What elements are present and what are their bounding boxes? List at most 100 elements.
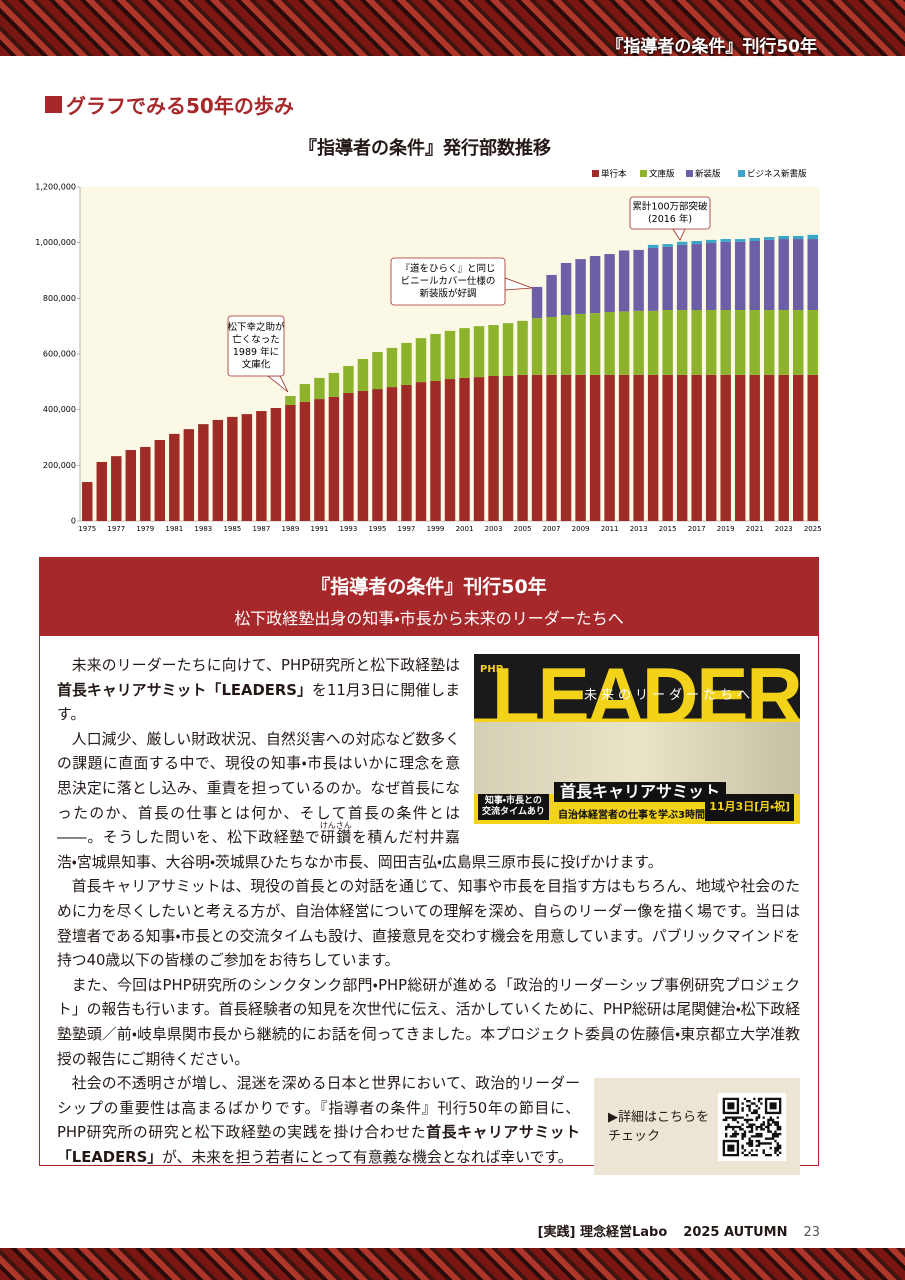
bar-segment	[546, 274, 557, 317]
bar-segment	[357, 359, 369, 392]
callout-text: 『道をひらく』と同じ	[400, 263, 495, 275]
legend-label: 単行本	[601, 169, 627, 180]
x-tick-label: 1991	[310, 525, 328, 533]
bar-segment	[241, 414, 253, 521]
bar-segment	[720, 239, 731, 242]
bar-segment	[604, 374, 615, 521]
poster-tagline: 未来のリーダーたちへ	[584, 688, 755, 703]
cta-line: チェック	[608, 1128, 661, 1144]
bar-segment	[517, 320, 528, 375]
x-tick-label: 2017	[688, 525, 706, 533]
legend-swatch	[686, 170, 693, 177]
bar-segment	[705, 374, 717, 521]
bar-segment	[575, 259, 586, 314]
bar-segment	[749, 240, 760, 311]
section-heading: グラフでみる50年の歩み	[45, 90, 294, 119]
bar-segment	[734, 239, 746, 242]
bar-segment	[807, 234, 818, 240]
legend-swatch	[738, 170, 745, 177]
bar-segment	[560, 315, 572, 375]
bar-segment	[604, 254, 615, 312]
bar-segment	[488, 375, 499, 521]
qr-modules	[722, 1097, 782, 1156]
callout-box	[629, 196, 711, 230]
paragraph: 社会の不透明さが増し、混迷を深める日本と世界において、政治的リーダーシップの重要…	[57, 1072, 800, 1170]
paragraph: 人口減少、厳しい財政状況、自然災害への対応など数多くの課題に直面する中で、現役の…	[57, 728, 800, 876]
bar-segment	[459, 328, 470, 378]
bar-segment	[502, 323, 514, 376]
text-run: 社会の不透明さが増し、混迷を深める日本と世界において、政治的リーダーシップの重要…	[57, 1075, 580, 1142]
bold-text: 首長キャリアサミット「LEADERS」	[57, 1124, 580, 1166]
text-run: 人口減少、厳しい財政状況、自然災害への対応など数多くの課題に直面する中で、現役の…	[57, 730, 460, 847]
x-tick-label: 1995	[369, 525, 387, 533]
heading-text: グラフでみる50年の歩み	[66, 94, 294, 118]
heading-square	[45, 96, 62, 113]
bar-segment	[633, 249, 644, 311]
bar-segment	[546, 316, 557, 375]
y-tick-label: 1,200,000	[35, 183, 76, 192]
cta-text: ▶詳細はこちらを チェック	[608, 1108, 718, 1146]
bar-segment	[633, 374, 644, 521]
bar-segment	[778, 374, 789, 521]
bar-segment	[328, 372, 340, 397]
paragraph: 首長キャリアサミットは、現役の首長との対話を通じて、知事や市長を目指す方はもちろ…	[57, 875, 800, 973]
bar-segment	[662, 244, 673, 247]
y-tick-label: 1,000,000	[35, 238, 76, 247]
x-tick-label: 2023	[775, 525, 793, 533]
bar-segment	[676, 374, 688, 521]
bar-segment	[662, 246, 673, 311]
x-tick-label: 2009	[572, 525, 590, 533]
bar-segment	[343, 392, 354, 521]
text-run: を11月3日に開催します。	[57, 681, 460, 724]
bar-segment	[705, 239, 717, 243]
bar-segment	[763, 374, 775, 521]
bar-segment	[270, 407, 282, 521]
article-header: 『指導者の条件』刊行50年 松下政経塾出身の知事・市長から未来のリーダーたちへ	[40, 558, 818, 636]
bar-segment	[415, 338, 427, 383]
bar-segment	[749, 310, 760, 375]
bar-segment	[256, 411, 267, 521]
paragraph: 未来のリーダーたちに向けて、PHP研究所と松下政経塾は首長キャリアサミット「LE…	[57, 654, 800, 728]
bar-segment	[807, 374, 818, 521]
x-tick-label: 2007	[543, 525, 561, 533]
bar-segment	[793, 239, 804, 311]
y-tick-label: 800,000	[43, 294, 76, 303]
callout-box	[390, 257, 506, 306]
legend-label: 新装版	[695, 169, 721, 180]
bar-segment	[82, 482, 93, 521]
bar-segment	[314, 377, 325, 400]
text-run: が、未来を担う若者にとって有意義な機会となれば幸いです。	[162, 1148, 573, 1166]
bar-segment	[560, 374, 572, 521]
ruby-reading: けんさん	[319, 821, 352, 831]
bar-segment	[531, 318, 543, 375]
bar-segment	[299, 384, 311, 402]
chart-title: 『指導者の条件』発行部数推移	[299, 138, 551, 159]
bar-segment	[691, 374, 702, 521]
x-tick-label: 1989	[281, 525, 299, 533]
bar-segment	[430, 380, 441, 521]
bar-segment	[749, 237, 760, 241]
bar-segment	[169, 433, 180, 521]
chart: 0 200,000 400,000 600,000 800,000 1,000,000 1,…	[35, 169, 821, 534]
bar-segment	[285, 396, 296, 405]
callout-text: 文庫化	[242, 358, 271, 370]
x-tick-label: 1981	[165, 525, 183, 533]
badge-line: 交流タイムあり	[482, 807, 545, 817]
bar-segment	[502, 375, 514, 521]
bar-segment	[676, 244, 688, 311]
bar-segment	[662, 310, 673, 375]
callout-text: 新装版が好調	[419, 288, 476, 300]
x-tick-label: 1987	[252, 525, 270, 533]
bar-segment	[778, 239, 789, 311]
legend-swatch	[640, 170, 647, 177]
bar-segment	[531, 286, 543, 319]
callout-text: 亡くなった	[232, 333, 280, 345]
ruby-text: 研鑽けんさん	[320, 821, 352, 846]
bar-segment	[125, 450, 137, 521]
bar-segment	[430, 333, 441, 381]
callout-text: ビニールカバー仕様の	[401, 275, 496, 287]
bar-segment	[705, 242, 717, 311]
header-tag: 『指導者の条件』刊行50年	[606, 37, 817, 57]
bar-segment	[807, 239, 818, 311]
